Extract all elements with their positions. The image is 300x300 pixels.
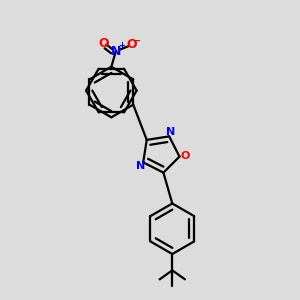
Text: O: O — [126, 38, 136, 51]
Text: +: + — [118, 41, 125, 50]
Text: N: N — [166, 127, 175, 137]
Text: O: O — [98, 37, 109, 50]
Text: −: − — [133, 36, 141, 46]
Text: N: N — [136, 161, 146, 172]
Text: O: O — [180, 151, 190, 161]
Text: N: N — [111, 45, 121, 58]
